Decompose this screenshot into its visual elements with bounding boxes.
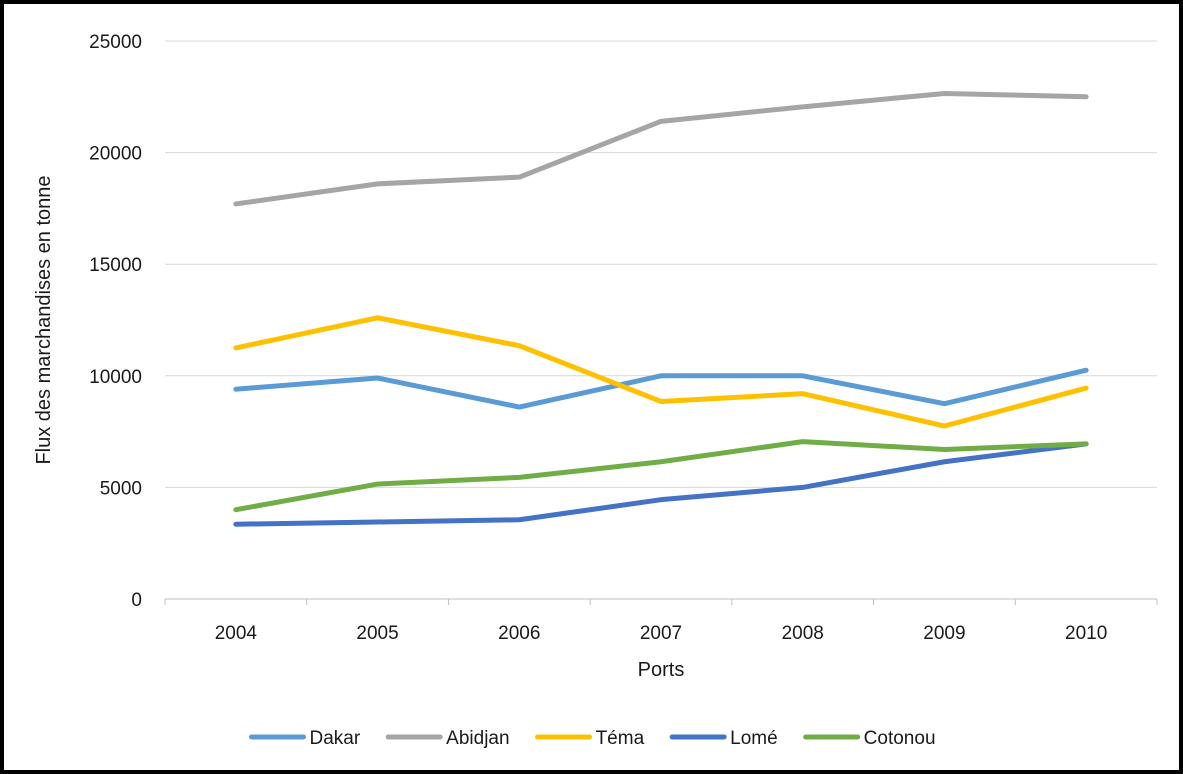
legend-item: Dakar bbox=[248, 728, 361, 749]
legend-item: Abidjan bbox=[385, 728, 510, 749]
series-line-cotonou bbox=[233, 439, 1089, 513]
legend-label: Lomé bbox=[730, 728, 778, 749]
x-tick-label: 2005 bbox=[356, 623, 398, 644]
series-line-lom- bbox=[233, 441, 1089, 527]
legend-item: Lomé bbox=[669, 728, 778, 749]
legend-label: Téma bbox=[596, 728, 645, 749]
y-tick-label: 15000 bbox=[89, 255, 142, 276]
x-tick-label: 2009 bbox=[923, 623, 965, 644]
y-tick-label: 5000 bbox=[100, 478, 142, 499]
x-tick-label: 2008 bbox=[782, 623, 824, 644]
series-line-abidjan bbox=[233, 90, 1089, 207]
x-tick-label: 2006 bbox=[498, 623, 540, 644]
legend-label: Abidjan bbox=[446, 728, 509, 749]
x-axis-tick-labels: 2004 2005 2006 2007 2008 2009 2010 bbox=[215, 623, 1108, 644]
series-line-dakar bbox=[233, 367, 1089, 410]
series-lines bbox=[233, 90, 1089, 527]
legend: Dakar Abidjan Téma Lomé Cotonou bbox=[248, 728, 936, 749]
x-tick-label: 2007 bbox=[640, 623, 682, 644]
x-tick-label: 2004 bbox=[215, 623, 258, 644]
legend-item: Cotonou bbox=[803, 728, 936, 749]
y-tick-label: 25000 bbox=[89, 32, 142, 53]
y-axis-title: Flux des marchandises en tonne bbox=[33, 175, 55, 464]
y-tick-label: 10000 bbox=[89, 367, 142, 388]
legend-item: Téma bbox=[535, 728, 645, 749]
legend-label: Cotonou bbox=[864, 728, 936, 749]
x-axis-title: Ports bbox=[638, 659, 685, 681]
legend-label: Dakar bbox=[309, 728, 360, 749]
gridlines bbox=[165, 40, 1157, 488]
series-line-t-ma bbox=[233, 315, 1089, 429]
y-tick-label: 20000 bbox=[89, 144, 142, 165]
x-tick-label: 2010 bbox=[1065, 623, 1107, 644]
y-axis-tick-labels: 0 5000 10000 15000 20000 25000 bbox=[89, 32, 142, 611]
x-axis bbox=[164, 598, 1158, 605]
y-tick-label: 0 bbox=[131, 590, 142, 611]
